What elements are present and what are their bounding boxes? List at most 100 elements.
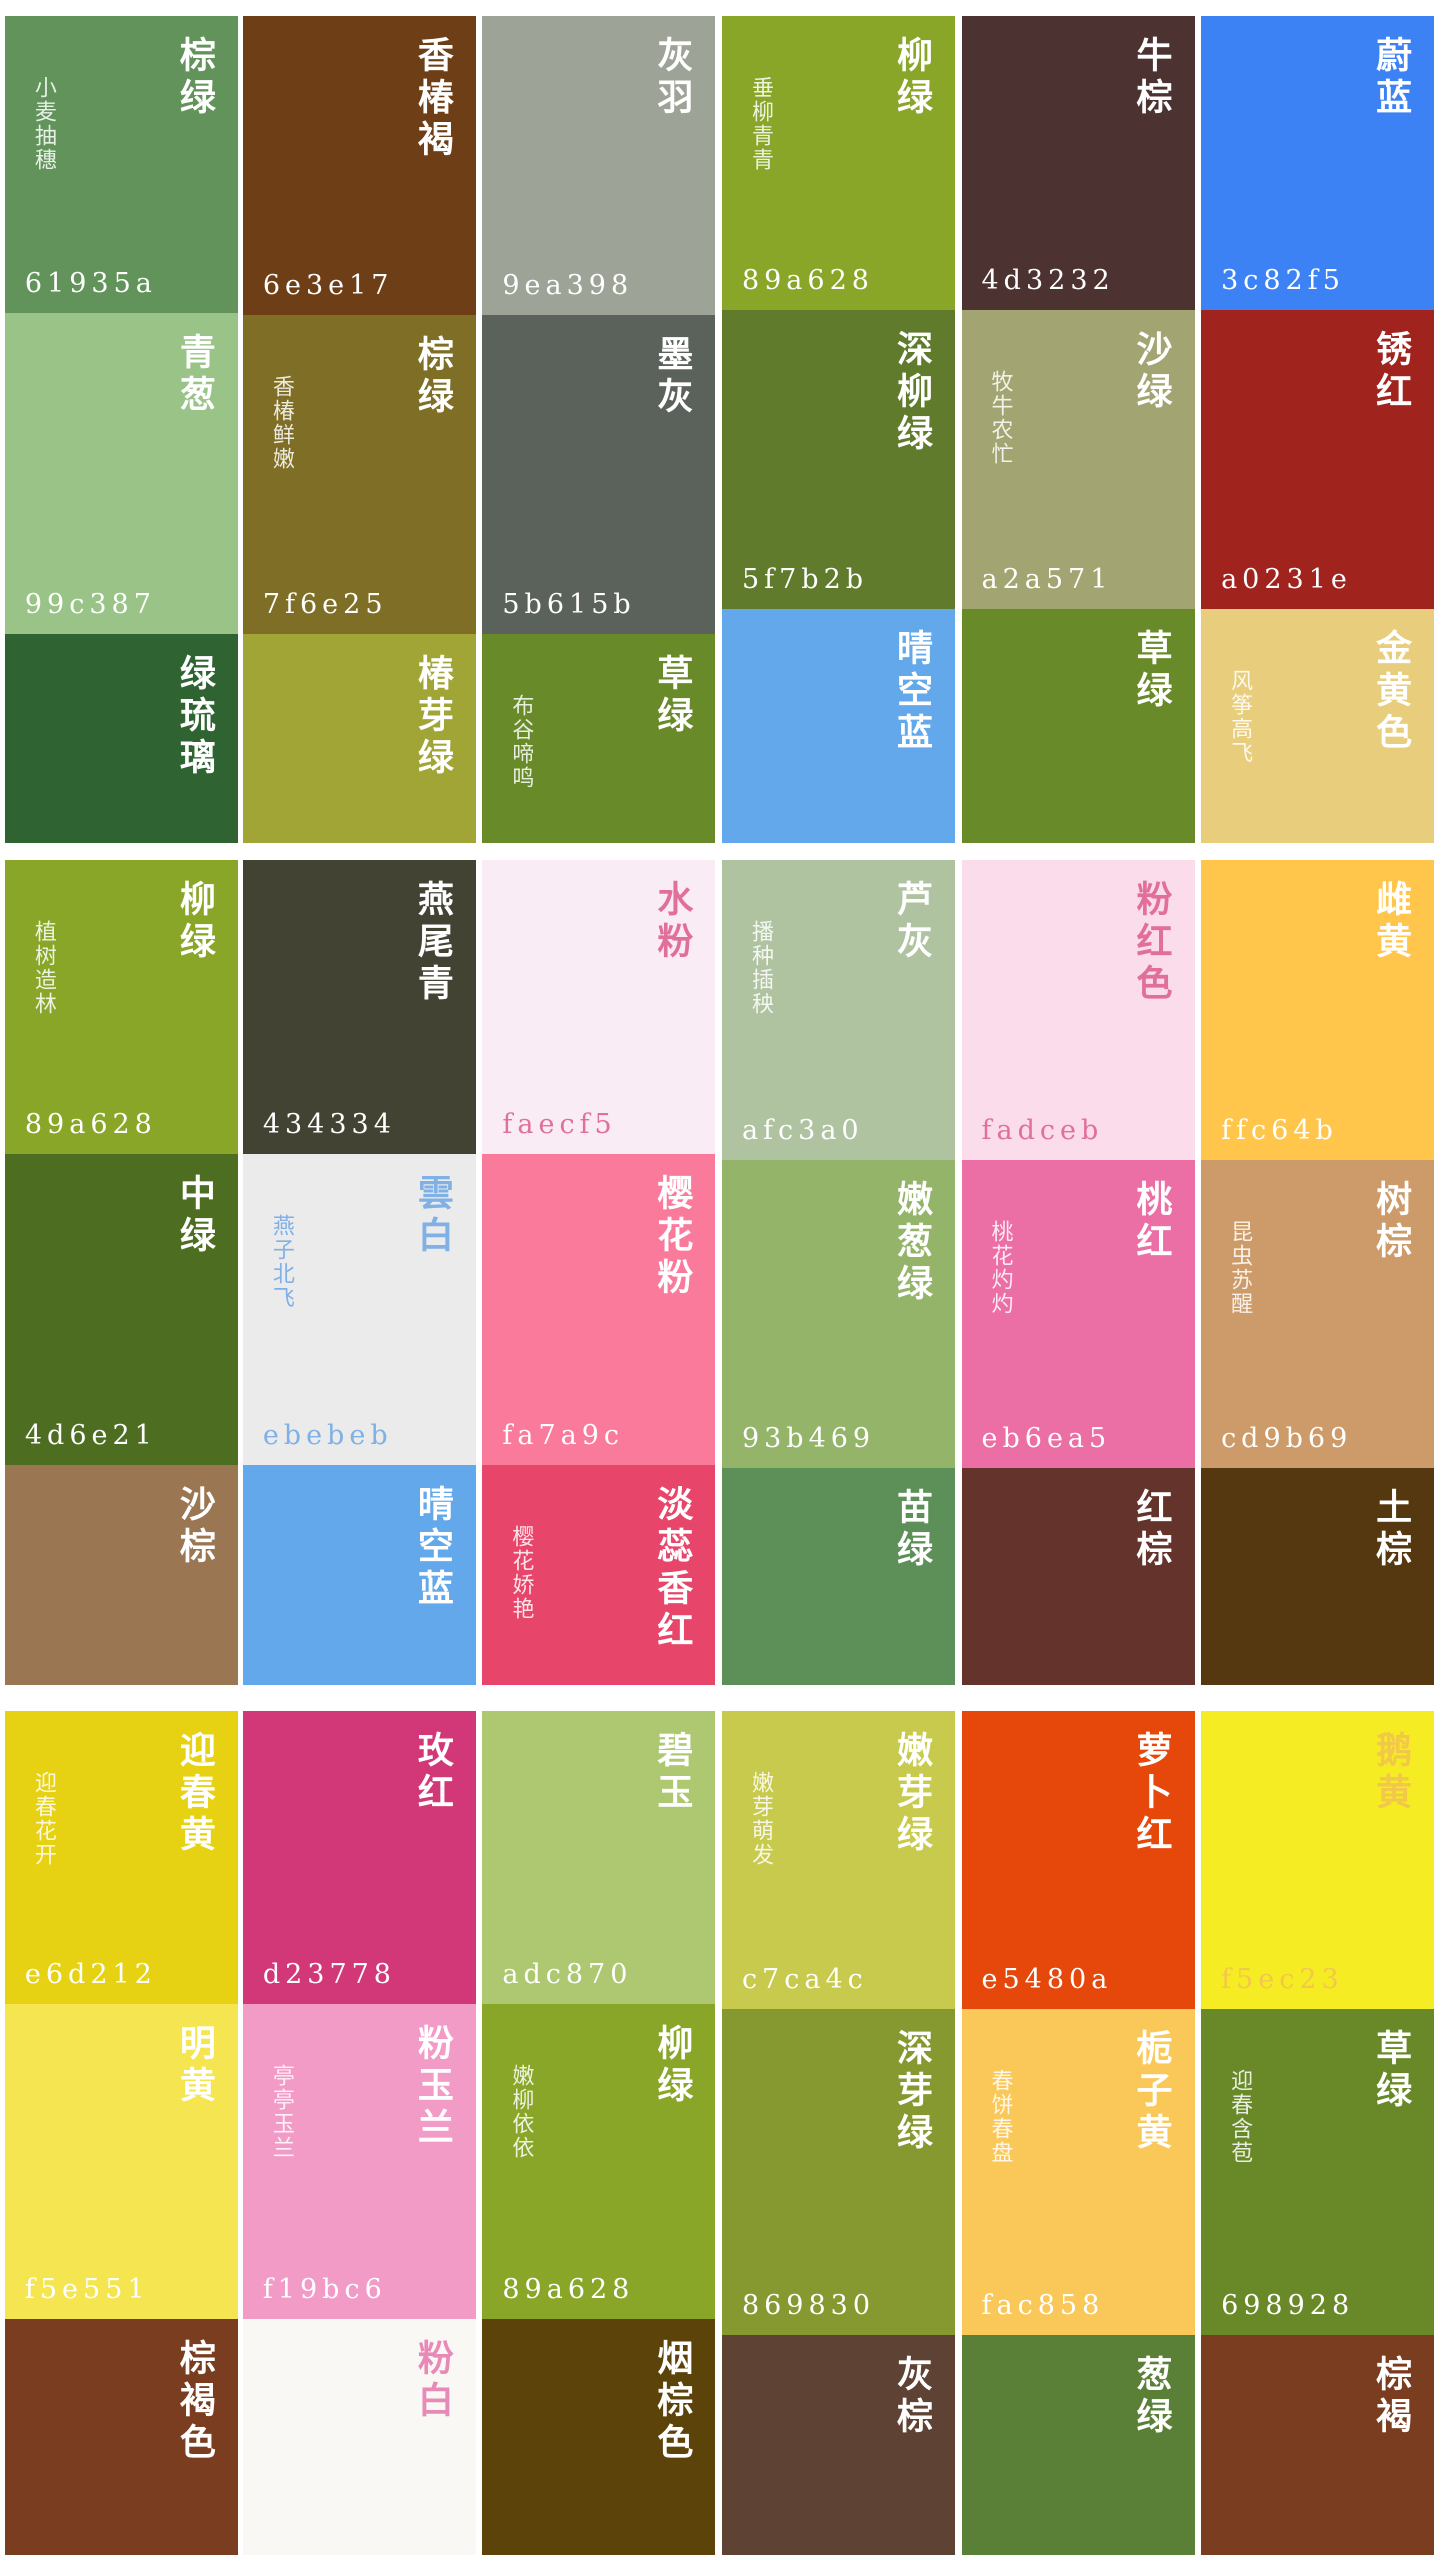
color-tile: 迎春黄 迎春花开 e6d212	[4, 1711, 238, 2005]
color-tile: 明黄 f5e551	[4, 2004, 238, 2319]
color-tile: 雲白 燕子北飞 ebebeb	[242, 1153, 476, 1466]
poem-note: 嫩芽萌发	[747, 1771, 773, 1868]
hex-code: e5480a	[981, 1964, 1113, 1996]
color-tile: 沙绿 牧牛农忙 a2a571	[961, 309, 1195, 610]
hex-code: 5f7b2b	[741, 564, 869, 596]
color-tile: 碧玉 adc870	[482, 1711, 716, 2005]
poem-note: 桃花灼灼	[987, 1220, 1013, 1317]
color-name: 土棕	[1370, 1488, 1413, 1573]
color-name: 烟棕色	[651, 2339, 694, 2466]
poem-note: 香椿鲜嫩	[268, 374, 294, 471]
color-tile: 深芽绿 869830	[721, 2009, 955, 2336]
color-tile: 玫红 d23778	[242, 1711, 476, 2005]
poem-note: 迎春含苞	[1227, 2069, 1253, 2166]
color-tile: 萝卜红 e5480a	[961, 1711, 1195, 2010]
color-name: 碧玉	[651, 1731, 694, 1816]
hex-code: f5e551	[24, 2274, 150, 2305]
color-tile: 灰棕	[721, 2335, 955, 2556]
poem-note: 樱花娇艳	[508, 1525, 534, 1622]
color-tile: 晴空蓝	[242, 1465, 476, 1686]
hex-code: 698928	[1221, 2290, 1355, 2322]
hex-code: c7ca4c	[741, 1964, 868, 1996]
color-name: 水粉	[651, 880, 694, 965]
color-name: 红棕	[1130, 1488, 1173, 1573]
color-tile: 中绿 4d6e21	[4, 1153, 238, 1466]
color-tile: 粉红色 fadceb	[961, 860, 1195, 1161]
hex-code: fa7a9c	[502, 1420, 625, 1452]
color-tile: 嫩葱绿 93b469	[721, 1160, 955, 1469]
color-name: 锈红	[1370, 329, 1413, 414]
color-tile: 金黄色 风筝高飞	[1201, 609, 1435, 843]
color-tile: 土棕	[1201, 1468, 1435, 1686]
hex-code: 89a628	[502, 2274, 635, 2305]
color-tile: 栀子黄 春饼春盘 fac858	[961, 2009, 1195, 2336]
hex-code: 93b469	[741, 1423, 876, 1455]
color-name: 苗绿	[890, 1488, 933, 1573]
color-name: 草绿	[1370, 2029, 1413, 2114]
hex-code: fadceb	[981, 1115, 1104, 1147]
color-name: 灰棕	[890, 2355, 933, 2440]
color-tile: 粉玉兰 亭亭玉兰 f19bc6	[242, 2004, 476, 2319]
color-tile: 深柳绿 5f7b2b	[721, 309, 955, 610]
poem-note: 嫩柳依依	[508, 2064, 534, 2161]
color-tile: 棕绿 小麦抽穗 61935a	[4, 16, 238, 313]
hex-code: 89a628	[741, 264, 874, 296]
color-name: 淡蕊香红	[651, 1485, 694, 1654]
color-tile: 柳绿 嫩柳依依 89a628	[482, 2004, 716, 2319]
hex-code: f19bc6	[262, 2274, 387, 2305]
hex-code: adc870	[502, 1959, 633, 1991]
color-tile: 牛棕 4d3232	[961, 16, 1195, 310]
color-name: 草绿	[651, 653, 694, 738]
color-tile: 草绿 迎春含苞 698928	[1201, 2009, 1435, 2336]
poem-note: 布谷啼鸣	[508, 693, 534, 790]
hex-code: fac858	[981, 2290, 1105, 2322]
color-tile: 树棕 昆虫苏醒 cd9b69	[1201, 1160, 1435, 1469]
hex-code: 434334	[262, 1108, 396, 1140]
hex-code: cd9b69	[1221, 1423, 1353, 1455]
color-name: 绿琉璃	[173, 653, 216, 780]
color-tile: 水粉 faecf5	[482, 860, 716, 1154]
color-name: 雌黄	[1370, 880, 1413, 965]
hex-code: f5ec23	[1221, 1964, 1344, 1996]
color-tile: 墨灰 5b615b	[482, 314, 716, 634]
hex-code: d23778	[262, 1959, 396, 1991]
poem-note: 牧牛农忙	[987, 369, 1013, 466]
hex-code: e6d212	[24, 1959, 157, 1991]
poem-note: 亭亭玉兰	[268, 2064, 294, 2161]
color-tile: 锈红 a0231e	[1201, 309, 1435, 610]
color-name: 雲白	[411, 1173, 454, 1258]
hex-code: 4d3232	[981, 264, 1115, 296]
color-name: 萝卜红	[1130, 1731, 1173, 1858]
color-name: 椿芽绿	[411, 653, 454, 780]
color-tile: 沙棕	[4, 1465, 238, 1686]
color-name: 棕褐	[1370, 2355, 1413, 2440]
hex-code: 4d6e21	[24, 1420, 157, 1452]
color-name: 玫红	[411, 1731, 454, 1816]
color-name: 粉红色	[1130, 880, 1173, 1007]
color-name: 棕褐色	[173, 2339, 216, 2466]
color-tile: 青葱 99c387	[4, 312, 238, 634]
color-name: 樱花粉	[651, 1173, 694, 1300]
color-name: 棕绿	[173, 36, 216, 121]
hex-code: 869830	[741, 2290, 876, 2322]
poem-note: 迎春花开	[30, 1771, 56, 1868]
color-name: 栀子黄	[1130, 2029, 1173, 2156]
hex-code: 7f6e25	[262, 588, 388, 620]
hex-code: 61935a	[24, 267, 157, 299]
poem-note: 春饼春盘	[987, 2069, 1013, 2166]
hex-code: ebebeb	[262, 1420, 393, 1452]
color-tile: 晴空蓝	[721, 609, 955, 843]
color-name: 燕尾青	[411, 880, 454, 1007]
color-tile: 香椿褐 6e3e17	[242, 16, 476, 315]
color-name: 香椿褐	[411, 36, 454, 163]
color-tile: 蔚蓝 3c82f5	[1201, 16, 1435, 310]
color-tile: 草绿 布谷啼鸣	[482, 633, 716, 843]
color-tile: 椿芽绿	[242, 633, 476, 843]
hex-code: ffc64b	[1221, 1115, 1338, 1147]
hex-code: 6e3e17	[262, 269, 394, 301]
color-tile: 芦灰 播种插秧 afc3a0	[721, 860, 955, 1161]
color-tile: 棕绿 香椿鲜嫩 7f6e25	[242, 314, 476, 634]
color-name: 晴空蓝	[890, 629, 933, 756]
color-name: 棕绿	[411, 334, 454, 419]
color-name: 葱绿	[1130, 2355, 1173, 2440]
